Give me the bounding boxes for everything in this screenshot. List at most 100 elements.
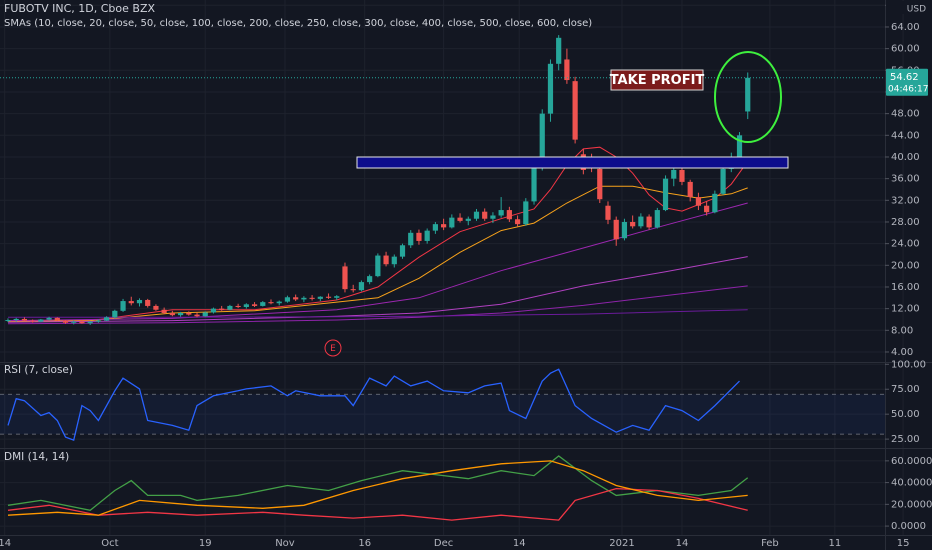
candle-body <box>605 205 611 220</box>
last-price-box <box>886 68 928 96</box>
candle-body <box>572 81 578 140</box>
x-tick-label: Feb <box>761 538 779 549</box>
y-tick-label: 32.00 <box>891 195 920 206</box>
resistance-zone <box>356 156 789 169</box>
candle-body <box>161 309 167 313</box>
y-tick-label: 48.00 <box>891 109 920 120</box>
candle-body <box>227 305 233 310</box>
candle-body <box>514 219 521 225</box>
currency-box <box>886 1 926 14</box>
candle-body <box>276 301 282 304</box>
candle-body <box>408 232 414 246</box>
candle-body <box>416 232 422 241</box>
candle-body <box>309 297 315 299</box>
candle-body <box>383 255 389 265</box>
candle-body <box>128 301 134 304</box>
candle-body <box>523 201 529 225</box>
candle-body <box>317 296 323 299</box>
candle-body <box>367 276 373 283</box>
y-tick-label: 16.00 <box>891 282 920 293</box>
candle-body <box>391 256 397 265</box>
countdown-label: 04:46:17 <box>888 84 928 94</box>
candle-body <box>621 221 628 239</box>
candle-body <box>736 135 743 157</box>
candle-body <box>79 321 85 324</box>
candle-body <box>720 168 726 194</box>
candle-body <box>564 59 570 81</box>
candle-body <box>613 219 619 240</box>
candle-body <box>375 255 381 277</box>
candle-body <box>654 210 660 228</box>
x-tick-label: 11 <box>828 538 841 549</box>
chart-title: FUBOTV INC, 1D, Cboe BZX <box>4 2 155 15</box>
x-tick-label: 15 <box>897 538 910 549</box>
candle-body <box>358 282 365 291</box>
candle-body <box>490 215 496 219</box>
candle-body <box>531 167 537 202</box>
last-price-label: 54.62 <box>890 72 919 83</box>
candle-body <box>301 297 307 300</box>
x-tick-label: Oct <box>101 538 118 549</box>
candle-body <box>136 299 143 304</box>
y-tick-label: 24.00 <box>891 239 920 250</box>
candle-body <box>506 210 512 220</box>
candle-body <box>334 296 340 298</box>
series-line <box>7 455 749 511</box>
candle-body <box>169 312 175 316</box>
candle-body <box>482 211 488 219</box>
y-tick-label: 100.00 <box>891 359 926 370</box>
highlight-ellipse <box>714 51 782 143</box>
x-tick-label: 14 <box>676 538 689 549</box>
candle-body <box>745 77 751 112</box>
candle-body <box>210 308 217 313</box>
candle-body <box>21 318 28 321</box>
candle-body <box>547 63 554 114</box>
candle-body <box>342 266 348 290</box>
candle-body <box>30 320 36 322</box>
series-line <box>7 460 748 516</box>
take-profit-label: TAKE PROFIT <box>610 73 705 88</box>
candle-body <box>87 321 93 324</box>
candle-body <box>662 178 669 211</box>
currency-label: USD <box>907 5 926 15</box>
y-tick-label: 12.00 <box>891 304 920 315</box>
level-band <box>0 394 885 435</box>
candle-body <box>95 320 101 322</box>
candle-body <box>457 217 463 221</box>
candle-body <box>62 320 69 323</box>
y-tick-label: 64.00 <box>891 22 920 33</box>
candle-body <box>473 211 480 219</box>
x-tick-label: 2021 <box>609 538 634 549</box>
candle-body <box>293 297 299 300</box>
y-tick-label: 0.0000 <box>891 521 926 532</box>
candle-body <box>268 302 274 304</box>
rsi-title: RSI (7, close) <box>4 364 73 376</box>
candle-body <box>38 319 44 322</box>
y-tick-label: 60.0000 <box>891 456 932 467</box>
candle-body <box>194 314 200 317</box>
candle-body <box>112 310 118 318</box>
candle-body <box>186 312 192 315</box>
take-profit-box <box>610 69 704 91</box>
candle-body <box>424 230 430 241</box>
y-tick-label: 40.00 <box>891 152 920 163</box>
candle-body <box>556 37 562 64</box>
candle-body <box>243 304 249 308</box>
candle-body <box>202 312 208 317</box>
candle-body <box>498 210 504 216</box>
candle-body <box>687 181 693 198</box>
drawings: TAKE PROFIT E <box>324 51 789 357</box>
candle-body <box>646 216 652 228</box>
series-line <box>7 185 748 323</box>
candle-body <box>679 169 685 182</box>
candle-body <box>638 216 644 227</box>
candle-body <box>695 197 702 206</box>
candle-body <box>153 305 159 310</box>
candle-body <box>120 301 126 311</box>
y-tick-label: 4.00 <box>891 347 913 358</box>
y-tick-label: 50.00 <box>891 409 920 420</box>
y-tick-label: 40.0000 <box>891 478 932 489</box>
